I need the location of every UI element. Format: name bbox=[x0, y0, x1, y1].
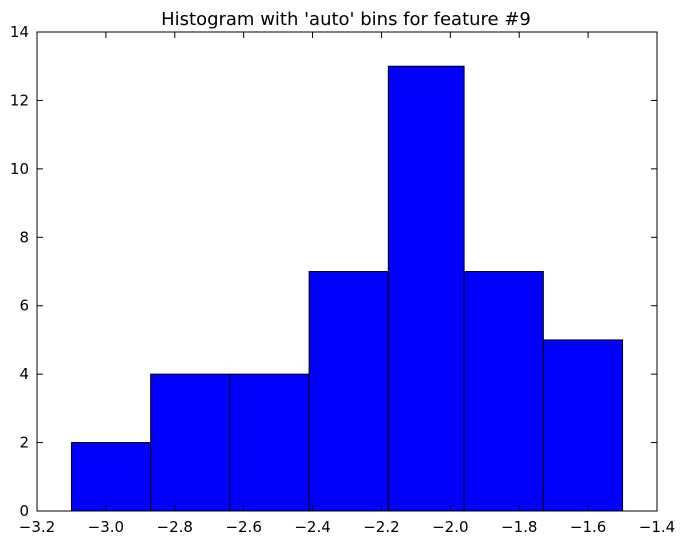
x-tick-label: −2.6 bbox=[225, 518, 261, 536]
x-tick-label: −1.6 bbox=[570, 518, 606, 536]
x-tick-label: −1.8 bbox=[501, 518, 537, 536]
histogram-bar bbox=[70, 442, 152, 512]
y-tick-label: 12 bbox=[10, 91, 29, 109]
y-tick-label: 4 bbox=[19, 365, 29, 383]
histogram-bar bbox=[387, 65, 465, 512]
y-tick-label: 2 bbox=[19, 434, 29, 452]
x-tick-label: −2.2 bbox=[363, 518, 399, 536]
x-tick-label: −2.8 bbox=[157, 518, 193, 536]
histogram-bar bbox=[229, 373, 310, 512]
histogram-bar bbox=[150, 373, 231, 512]
histogram-bar bbox=[308, 271, 389, 512]
y-tick-label: 6 bbox=[19, 297, 29, 315]
x-tick-label: −3.0 bbox=[88, 518, 124, 536]
x-tick-label: −3.2 bbox=[19, 518, 55, 536]
chart-title: Histogram with 'auto' bins for feature #… bbox=[161, 9, 531, 30]
histogram-bar bbox=[542, 339, 624, 512]
bars-group bbox=[70, 65, 624, 512]
histogram-bar bbox=[463, 271, 544, 512]
x-tick-label: −2.4 bbox=[294, 518, 330, 536]
y-tick-label: 14 bbox=[10, 23, 29, 41]
y-tick-label: 0 bbox=[19, 502, 29, 520]
y-tick-label: 8 bbox=[19, 228, 29, 246]
plot-frame bbox=[36, 31, 658, 512]
x-tick-label: −2.0 bbox=[432, 518, 468, 536]
x-tick-label: −1.4 bbox=[639, 518, 675, 536]
y-tick-label: 10 bbox=[10, 160, 29, 178]
ticks-group: −3.2 −3.0 −2.8 −2.6 −2.4 −2.2 −2.0 −1.8 −1.6 −1.4… bbox=[10, 23, 675, 536]
